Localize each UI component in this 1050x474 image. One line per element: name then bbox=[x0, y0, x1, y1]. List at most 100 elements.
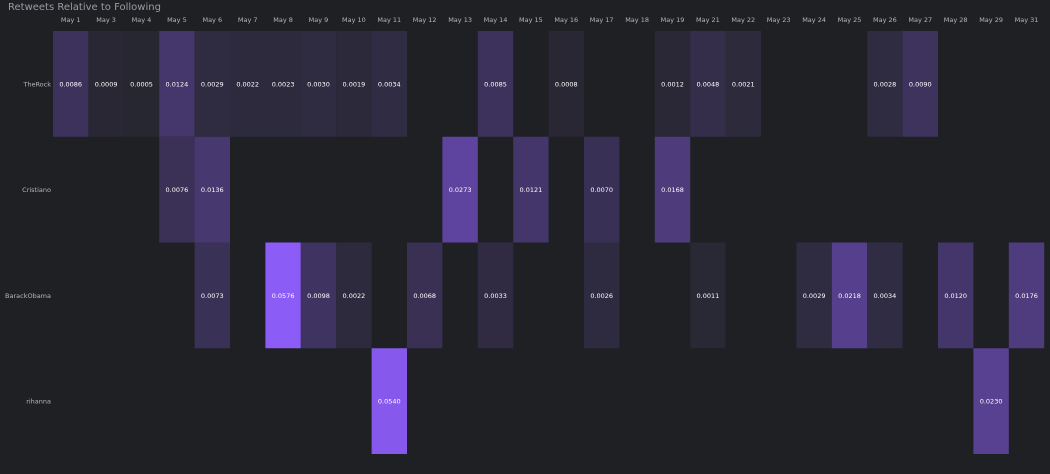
heatmap-cell[interactable] bbox=[654, 136, 691, 243]
x-tick-label: May 12 bbox=[413, 16, 437, 24]
x-tick-label: May 29 bbox=[979, 16, 1003, 24]
x-tick-label: May 23 bbox=[767, 16, 791, 24]
heatmap-cell[interactable] bbox=[194, 242, 230, 349]
heatmap-cell[interactable] bbox=[867, 31, 903, 137]
cell-value-label: 0.0029 bbox=[201, 80, 224, 88]
heatmap-cell[interactable] bbox=[902, 31, 938, 137]
heatmap-cell[interactable] bbox=[690, 242, 726, 349]
x-tick-label: May 21 bbox=[696, 16, 720, 24]
heatmap-cell[interactable] bbox=[584, 136, 620, 243]
heatmap-cell[interactable] bbox=[371, 348, 407, 454]
cell-value-label: 0.0008 bbox=[555, 80, 578, 88]
cell-value-label: 0.0176 bbox=[1015, 292, 1038, 300]
cell-value-label: 0.0085 bbox=[484, 80, 507, 88]
heatmap-cell[interactable] bbox=[300, 242, 337, 349]
cell-value-label: 0.0012 bbox=[661, 80, 684, 88]
cell-value-label: 0.0068 bbox=[413, 292, 436, 300]
x-tick-label: May 4 bbox=[132, 16, 152, 24]
cell-value-label: 0.0076 bbox=[166, 186, 189, 194]
cell-value-label: 0.0086 bbox=[59, 80, 82, 88]
x-tick-label: May 11 bbox=[377, 16, 401, 24]
heatmap-cell[interactable] bbox=[973, 348, 1009, 454]
cell-value-label: 0.0023 bbox=[272, 80, 295, 88]
x-tick-label: May 8 bbox=[273, 16, 293, 24]
heatmap-cell[interactable] bbox=[53, 31, 89, 137]
y-tick-label: rihanna bbox=[26, 398, 51, 406]
heatmap-cell[interactable] bbox=[159, 31, 195, 137]
heatmap-cell[interactable] bbox=[725, 31, 761, 137]
cell-value-label: 0.0009 bbox=[95, 80, 118, 88]
heatmap-cell[interactable] bbox=[407, 242, 443, 349]
heatmap-cell[interactable] bbox=[831, 242, 868, 349]
cell-value-label: 0.0048 bbox=[697, 80, 720, 88]
cell-value-label: 0.0011 bbox=[697, 292, 720, 300]
heatmap-cell[interactable] bbox=[265, 242, 301, 349]
y-tick-label: Cristiano bbox=[22, 186, 51, 194]
y-tick-label: TheRock bbox=[22, 80, 51, 88]
x-tick-label: May 5 bbox=[167, 16, 187, 24]
x-tick-label: May 24 bbox=[802, 16, 826, 24]
heatmap-cell[interactable] bbox=[796, 242, 832, 349]
x-tick-label: May 6 bbox=[202, 16, 222, 24]
cell-value-label: 0.0168 bbox=[661, 186, 684, 194]
heatmap-cell[interactable] bbox=[690, 31, 726, 137]
x-tick-label: May 17 bbox=[590, 16, 614, 24]
heatmap-cell[interactable] bbox=[477, 31, 514, 137]
y-tick-label: BarackObama bbox=[5, 292, 51, 300]
cell-value-label: 0.0034 bbox=[378, 80, 401, 88]
cell-value-label: 0.0230 bbox=[980, 398, 1003, 406]
cell-value-label: 0.0120 bbox=[944, 292, 967, 300]
x-tick-label: May 28 bbox=[944, 16, 968, 24]
x-tick-label: May 31 bbox=[1015, 16, 1039, 24]
cell-value-label: 0.0273 bbox=[449, 186, 472, 194]
x-tick-label: May 15 bbox=[519, 16, 543, 24]
heatmap-cell[interactable] bbox=[159, 136, 195, 243]
x-tick-label: May 18 bbox=[625, 16, 649, 24]
cell-value-label: 0.0218 bbox=[838, 292, 861, 300]
x-tick-label: May 1 bbox=[61, 16, 81, 24]
heatmap-cell[interactable] bbox=[194, 136, 230, 243]
cell-value-label: 0.0005 bbox=[130, 80, 153, 88]
x-tick-label: May 14 bbox=[484, 16, 508, 24]
cell-value-label: 0.0022 bbox=[236, 80, 259, 88]
x-tick-label: May 7 bbox=[238, 16, 258, 24]
heatmap-cell[interactable] bbox=[230, 31, 266, 137]
cell-value-label: 0.0073 bbox=[201, 292, 224, 300]
heatmap-cell[interactable] bbox=[300, 31, 337, 137]
x-tick-label: May 25 bbox=[838, 16, 862, 24]
x-tick-label: May 10 bbox=[342, 16, 366, 24]
cell-value-label: 0.0540 bbox=[378, 398, 401, 406]
heatmap-cell[interactable] bbox=[654, 31, 691, 137]
x-tick-label: May 16 bbox=[554, 16, 578, 24]
heatmap-cell[interactable] bbox=[513, 136, 549, 243]
heatmap-cell[interactable] bbox=[938, 242, 974, 349]
cell-value-label: 0.0124 bbox=[166, 80, 189, 88]
heatmap-cell[interactable] bbox=[371, 31, 407, 137]
cell-value-label: 0.0022 bbox=[343, 292, 366, 300]
x-tick-label: May 19 bbox=[661, 16, 685, 24]
heatmap-cell[interactable] bbox=[584, 242, 620, 349]
heatmap-cell[interactable] bbox=[477, 242, 514, 349]
cell-value-label: 0.0090 bbox=[909, 80, 932, 88]
heatmap-cell[interactable] bbox=[867, 242, 903, 349]
cell-value-label: 0.0070 bbox=[590, 186, 613, 194]
cell-value-label: 0.0029 bbox=[803, 292, 826, 300]
heatmap-cell[interactable] bbox=[336, 242, 372, 349]
heatmap-cell[interactable] bbox=[265, 31, 301, 137]
heatmap-cell[interactable] bbox=[442, 136, 478, 243]
heatmap-cell[interactable] bbox=[88, 31, 124, 137]
x-tick-label: May 22 bbox=[731, 16, 755, 24]
x-tick-label: May 27 bbox=[908, 16, 932, 24]
heatmap-cell[interactable] bbox=[336, 31, 372, 137]
cell-value-label: 0.0033 bbox=[484, 292, 507, 300]
cell-value-label: 0.0030 bbox=[307, 80, 330, 88]
heatmap-cell[interactable] bbox=[123, 31, 160, 137]
heatmap-cell[interactable] bbox=[548, 31, 584, 137]
x-tick-label: May 26 bbox=[873, 16, 897, 24]
cell-value-label: 0.0026 bbox=[590, 292, 613, 300]
x-tick-label: May 9 bbox=[309, 16, 329, 24]
cell-value-label: 0.0021 bbox=[732, 80, 755, 88]
heatmap-cell[interactable] bbox=[194, 31, 230, 137]
heatmap-cell[interactable] bbox=[1008, 242, 1045, 349]
